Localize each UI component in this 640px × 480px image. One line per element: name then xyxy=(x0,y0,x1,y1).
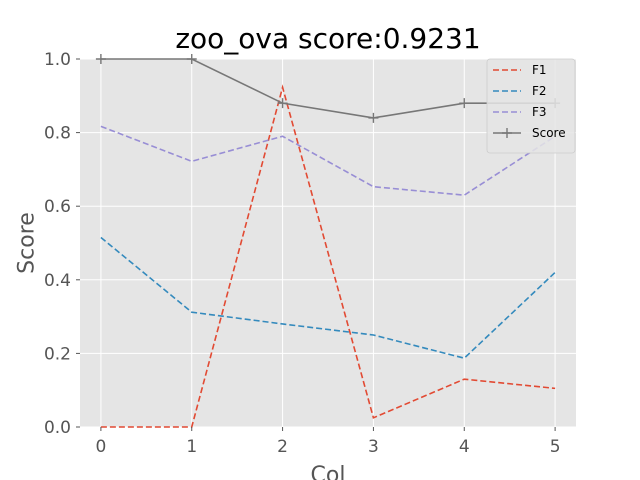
y-axis-label: Score xyxy=(15,212,40,274)
y-tick-label: 0.6 xyxy=(44,197,71,217)
legend-item-score: Score xyxy=(493,126,566,140)
legend-marker xyxy=(502,128,512,138)
legend-item-f2: F2 xyxy=(493,84,547,98)
series-f2 xyxy=(100,236,556,360)
legend-label: Score xyxy=(532,126,566,140)
series-f3 xyxy=(100,125,556,196)
x-tick-label: 5 xyxy=(550,437,561,457)
legend-label: F2 xyxy=(532,84,547,98)
data-point xyxy=(459,98,470,109)
series-layer xyxy=(95,54,561,428)
data-point xyxy=(186,54,197,64)
series-line xyxy=(100,58,556,119)
x-axis-label: Col xyxy=(311,463,346,480)
legend-item-f3: F3 xyxy=(493,105,547,119)
legend-label: F1 xyxy=(532,63,547,77)
series-line xyxy=(100,84,556,428)
y-tick-label: 1.0 xyxy=(44,50,71,70)
legend-label: F3 xyxy=(532,105,547,119)
legend-item-f1: F1 xyxy=(493,63,547,77)
series-line xyxy=(100,125,556,196)
chart-title: zoo_ova score:0.9231 xyxy=(175,22,480,55)
x-tick-label: 3 xyxy=(368,437,379,457)
legend-box xyxy=(486,58,576,154)
data-point xyxy=(95,54,106,64)
data-point xyxy=(368,112,379,123)
legend: F1 F2 F3 Score xyxy=(486,58,576,154)
x-tick-label: 1 xyxy=(186,437,197,457)
y-tick-label: 0.0 xyxy=(44,418,71,438)
y-tick-label: 0.8 xyxy=(44,124,71,144)
y-tick-label: 0.2 xyxy=(44,344,71,364)
series-f1 xyxy=(100,84,556,428)
series-line xyxy=(100,236,556,360)
x-tick-label: 2 xyxy=(277,437,288,457)
x-tick-label: 4 xyxy=(459,437,470,457)
data-point xyxy=(277,98,288,109)
axis-ticks: 0 1 2 3 4 5 0.0 0.2 0.4 0.6 0.8 1.0 xyxy=(44,50,561,457)
y-tick-label: 0.4 xyxy=(44,271,71,291)
x-tick-label: 0 xyxy=(95,437,106,457)
